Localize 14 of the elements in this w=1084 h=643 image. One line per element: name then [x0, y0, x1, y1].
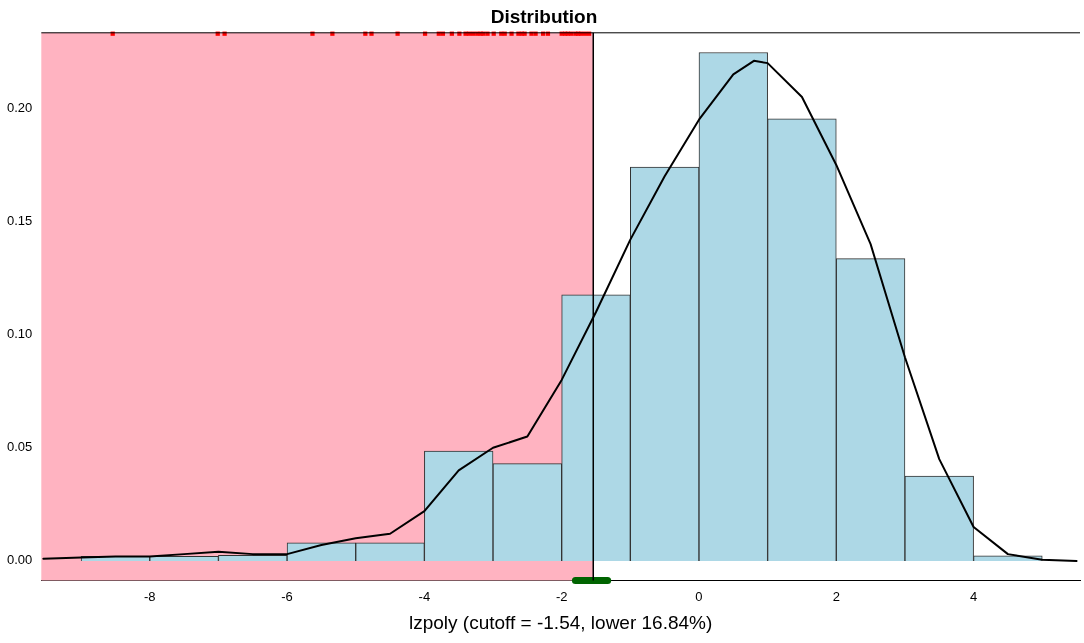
x-tick-label: 4	[969, 588, 978, 604]
y-tick-label: 0.10	[6, 326, 33, 342]
x-tick-label: -4	[418, 588, 431, 604]
x-tick-label: -8	[143, 588, 156, 604]
chart-title: Distribution	[490, 5, 598, 27]
x-tick-label: 2	[832, 588, 840, 604]
y-tick-label: 0.05	[6, 439, 33, 455]
x-tick-label: -6	[281, 588, 293, 604]
x-tick-label: 0	[695, 588, 703, 604]
y-tick-label: 0.15	[6, 213, 33, 229]
x-axis-title: lzpoly (cutoff = -1.54, lower 16.84%)	[409, 611, 713, 633]
x-tick-label: -2	[555, 588, 568, 604]
y-tick-label: 0.00	[6, 552, 33, 568]
y-tick-label: 0.20	[6, 99, 33, 115]
